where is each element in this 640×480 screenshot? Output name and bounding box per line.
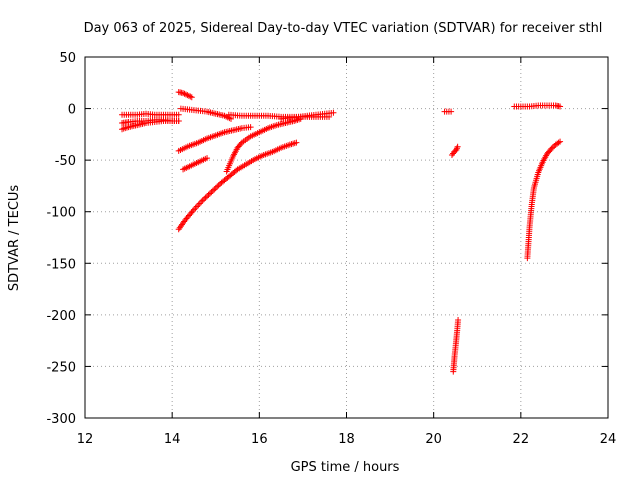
data-point [557,138,564,145]
data-point [448,108,455,115]
data-point [209,187,216,194]
data-point [557,103,564,110]
x-axis-label: GPS time / hours [291,460,400,475]
x-tick-label: 16 [251,432,268,447]
data-point [206,190,213,197]
data-point [193,203,200,210]
series-arc15 [511,102,564,110]
data-point [199,197,206,204]
data-point [185,92,192,99]
data-point [201,195,208,202]
data-point [182,91,189,98]
data-point [180,90,187,97]
y-axis-ticks: 50 0 -50 -100 -150 -200 -250 -300 [46,51,608,427]
y-tick-label: -200 [46,309,76,324]
data-point [195,202,202,209]
data-point [330,109,337,116]
series-arc9 [223,115,304,175]
data-point [181,90,188,97]
data-point [555,139,562,146]
data-point [548,145,555,152]
data-point [188,94,195,101]
y-tick-label: -100 [46,206,76,221]
series-arc5 [177,105,235,122]
plot-frame [84,56,609,419]
data-point [192,205,199,212]
data-point [205,191,212,198]
x-tick-label: 12 [77,432,94,447]
data-point [212,184,219,191]
series-arc16 [524,138,564,262]
series-arc6 [175,124,254,154]
series-arc4 [175,89,195,101]
series-arc3 [119,117,182,133]
y-tick-label: -50 [55,154,76,169]
x-tick-label: 18 [338,432,355,447]
data-point [198,198,205,205]
data-point [196,200,203,207]
data-point [184,92,191,99]
data-point [547,147,554,154]
series-arc11 [278,109,337,122]
series-arc8 [175,139,300,233]
data-point [549,144,556,151]
series-arc13 [448,143,461,158]
series-arc7 [180,155,211,173]
y-tick-label: 0 [68,103,76,118]
data-point [215,182,222,189]
data-point [204,193,211,200]
data-point [187,93,194,100]
data-point [175,117,182,124]
data-points [119,89,564,375]
data-point [214,183,221,190]
x-tick-label: 14 [164,432,181,447]
series-arc1 [119,110,182,118]
data-point [208,189,215,196]
data-point [454,143,461,150]
y-tick-label: -150 [46,257,76,272]
data-point [211,186,218,193]
data-point [202,194,209,201]
x-tick-label: 22 [513,432,530,447]
x-tick-label: 24 [600,432,617,447]
y-tick-label: 50 [59,51,76,66]
data-point [175,111,182,118]
data-point [293,139,300,146]
data-point [237,140,244,147]
y-tick-label: -300 [46,412,76,427]
series-arc12 [441,108,455,115]
x-axis-ticks: 12 14 16 18 20 22 24 [77,57,617,447]
data-point [455,317,462,324]
data-point [233,167,240,174]
chart-title: Day 063 of 2025, Sidereal Day-to-day VTE… [84,21,603,36]
data-point [204,155,211,162]
y-tick-label: -250 [46,360,76,375]
series-arc14 [450,317,462,375]
data-point [189,208,196,215]
y-axis-label: SDTVAR / TECUs [7,185,22,292]
data-point [247,124,254,131]
x-tick-label: 20 [425,432,442,447]
